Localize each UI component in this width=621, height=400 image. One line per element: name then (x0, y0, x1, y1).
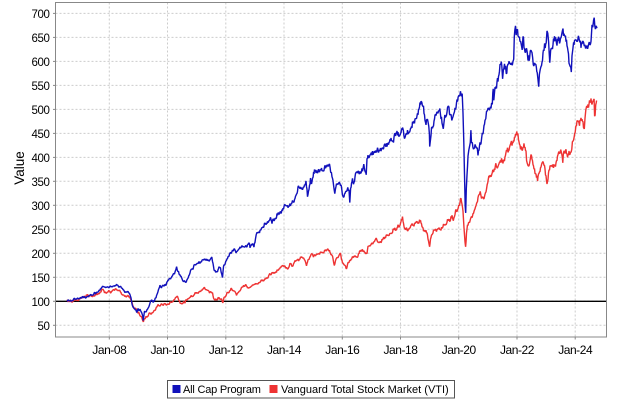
svg-text:Vanguard Total Stock Market (V: Vanguard Total Stock Market (VTI) (281, 384, 449, 396)
svg-text:250: 250 (32, 225, 50, 237)
svg-text:50: 50 (38, 321, 50, 333)
svg-text:Jan-22: Jan-22 (500, 343, 535, 357)
svg-text:Jan-10: Jan-10 (151, 343, 186, 357)
svg-text:Jan-18: Jan-18 (384, 343, 419, 357)
svg-text:All Cap Program: All Cap Program (183, 384, 261, 396)
svg-text:550: 550 (32, 81, 50, 93)
svg-text:300: 300 (32, 201, 50, 213)
svg-text:650: 650 (32, 33, 50, 45)
svg-text:400: 400 (32, 153, 50, 165)
svg-text:Jan-12: Jan-12 (209, 343, 244, 357)
svg-text:200: 200 (32, 249, 50, 261)
svg-text:Jan-24: Jan-24 (558, 343, 593, 357)
svg-text:Value: Value (12, 151, 27, 185)
svg-text:700: 700 (32, 9, 50, 21)
svg-text:Jan-16: Jan-16 (325, 343, 360, 357)
svg-text:Jan-14: Jan-14 (267, 343, 302, 357)
svg-text:150: 150 (32, 273, 50, 285)
svg-text:350: 350 (32, 177, 50, 189)
svg-text:500: 500 (32, 105, 50, 117)
svg-text:600: 600 (32, 57, 50, 69)
svg-text:Jan-20: Jan-20 (442, 343, 477, 357)
svg-text:100: 100 (32, 297, 50, 309)
svg-text:Jan-08: Jan-08 (92, 343, 127, 357)
svg-text:450: 450 (32, 129, 50, 141)
